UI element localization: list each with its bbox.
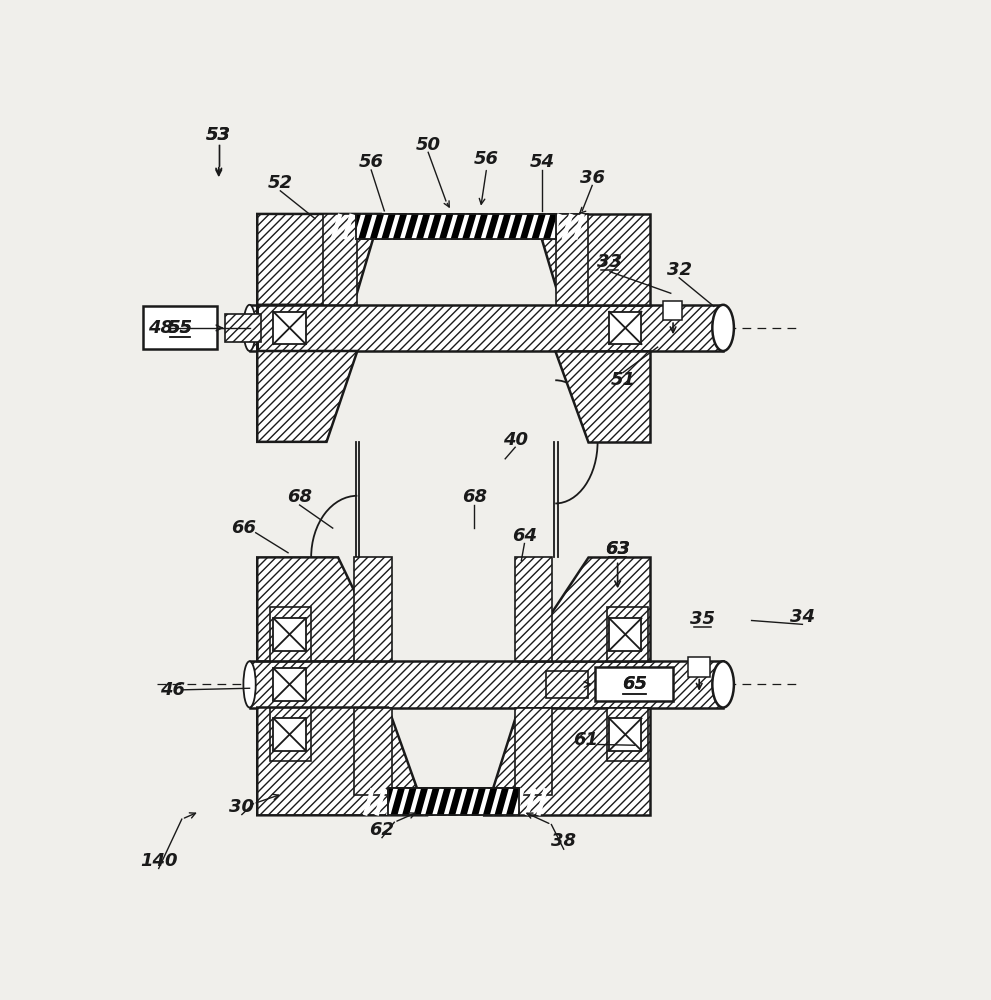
Text: 50: 50: [415, 136, 441, 154]
Bar: [546, 671, 589, 698]
Bar: [689, 657, 710, 677]
Text: 63: 63: [606, 540, 630, 558]
Bar: [663, 301, 682, 320]
Bar: [609, 312, 641, 344]
Text: 56: 56: [359, 153, 384, 171]
Bar: [388, 788, 519, 815]
Text: 30: 30: [229, 798, 255, 816]
Bar: [274, 668, 306, 701]
Bar: [515, 708, 552, 795]
Polygon shape: [258, 239, 354, 351]
Text: 33: 33: [598, 253, 622, 271]
Polygon shape: [485, 708, 650, 815]
Text: 68: 68: [462, 488, 487, 506]
Bar: [388, 788, 519, 815]
Bar: [356, 214, 556, 239]
Text: 61: 61: [574, 731, 599, 749]
Bar: [356, 214, 556, 239]
Polygon shape: [258, 214, 381, 305]
Polygon shape: [258, 351, 358, 442]
Bar: [354, 708, 392, 795]
Bar: [609, 618, 641, 651]
Polygon shape: [258, 557, 388, 661]
Text: 64: 64: [512, 527, 537, 545]
Bar: [270, 708, 311, 761]
Text: 55: 55: [167, 319, 193, 337]
Text: 55: 55: [167, 319, 193, 337]
Text: 66: 66: [231, 519, 256, 537]
Bar: [274, 312, 306, 344]
Text: 48: 48: [148, 319, 172, 337]
Text: 56: 56: [475, 149, 499, 167]
Text: 65: 65: [622, 675, 647, 693]
Bar: [274, 618, 306, 651]
Ellipse shape: [244, 305, 256, 351]
Bar: [606, 351, 648, 405]
Bar: [144, 306, 217, 349]
Text: 53: 53: [206, 126, 231, 144]
Bar: [606, 708, 648, 761]
Text: 140: 140: [140, 852, 177, 870]
Bar: [595, 667, 673, 701]
Bar: [250, 661, 723, 708]
Text: 34: 34: [790, 608, 815, 626]
Text: 38: 38: [551, 832, 576, 850]
Text: 53: 53: [206, 126, 231, 144]
Text: 62: 62: [370, 821, 394, 839]
Polygon shape: [519, 557, 650, 661]
Bar: [270, 351, 311, 405]
Bar: [354, 557, 392, 661]
Polygon shape: [258, 708, 427, 815]
Text: 36: 36: [580, 169, 605, 187]
Text: 65: 65: [622, 675, 647, 693]
Text: 63: 63: [606, 540, 630, 558]
Text: 52: 52: [268, 174, 293, 192]
Bar: [606, 607, 648, 661]
Bar: [323, 214, 358, 305]
Ellipse shape: [713, 661, 734, 708]
Polygon shape: [534, 214, 650, 305]
Polygon shape: [555, 351, 650, 442]
Bar: [225, 314, 261, 342]
Bar: [274, 718, 306, 751]
Ellipse shape: [244, 661, 256, 708]
Text: 51: 51: [610, 371, 635, 389]
Bar: [250, 305, 723, 351]
Bar: [515, 557, 552, 661]
Bar: [609, 718, 641, 751]
Text: 35: 35: [690, 610, 715, 628]
Bar: [609, 668, 641, 701]
Text: 32: 32: [667, 261, 692, 279]
Text: 54: 54: [529, 153, 555, 171]
Bar: [556, 214, 589, 305]
Text: 46: 46: [161, 681, 185, 699]
Ellipse shape: [713, 305, 734, 351]
Text: 68: 68: [287, 488, 312, 506]
Bar: [270, 607, 311, 661]
Text: 40: 40: [502, 431, 527, 449]
